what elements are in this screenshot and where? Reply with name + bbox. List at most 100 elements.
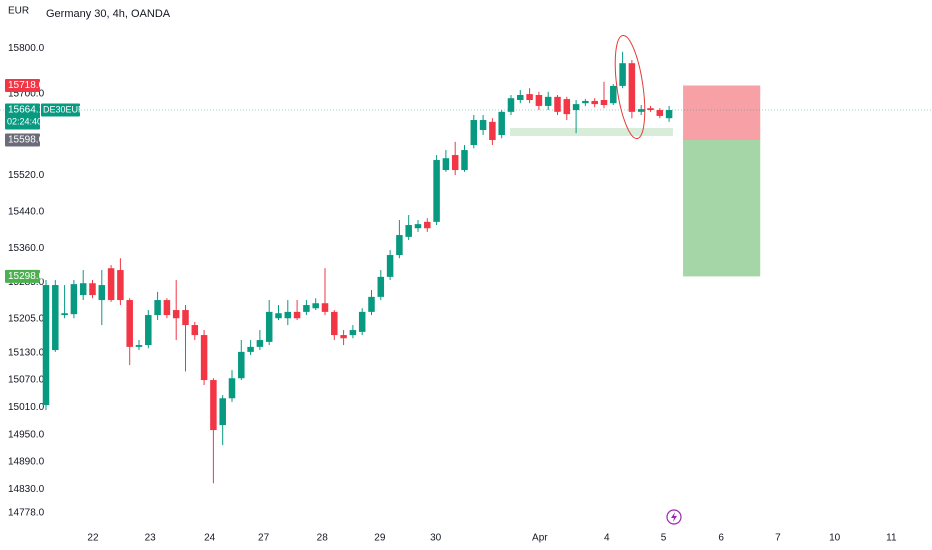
candle-body: [191, 325, 199, 336]
candle-body: [321, 303, 329, 312]
symbol-badge: [41, 103, 80, 117]
candle-body: [665, 110, 673, 119]
price-badge: [5, 133, 40, 147]
candle-body: [145, 315, 152, 346]
y-tick-label: 15130.0: [8, 347, 45, 358]
candle-body: [265, 311, 273, 342]
x-tick-label: 4: [604, 533, 610, 544]
candle-body: [303, 305, 310, 312]
candle-body: [424, 221, 431, 229]
candle-body: [637, 109, 645, 112]
symbol-label: DE30EUR: [43, 104, 85, 114]
event-icon-bolt: [671, 512, 677, 522]
candle-body: [340, 335, 347, 339]
price-badge-label: 15298.0: [8, 271, 45, 282]
candle-body: [312, 303, 319, 309]
y-tick-label: 15440.0: [8, 206, 45, 217]
candle-body: [479, 120, 487, 131]
stop-zone: [683, 85, 761, 141]
x-tick-label: 28: [317, 533, 329, 544]
candle-body: [89, 283, 96, 296]
candle-body: [451, 155, 459, 171]
y-tick-label: 15700.0: [8, 88, 45, 99]
candle-body: [117, 270, 124, 301]
candle-body: [572, 104, 580, 111]
candle-body: [368, 296, 375, 312]
candle-body: [582, 100, 589, 104]
y-tick-label: 15360.0: [8, 243, 45, 254]
x-tick-label: 11: [886, 533, 897, 544]
y-tick-label: 15800.0: [8, 43, 45, 54]
x-tick-label: 5: [661, 533, 667, 544]
candle-body: [284, 311, 292, 319]
y-tick-label: 14830.0: [8, 484, 45, 495]
candle-body: [628, 63, 636, 112]
candle-body: [163, 300, 171, 316]
current-price-label: 15664.1: [8, 105, 45, 116]
candle-body: [79, 283, 87, 296]
x-tick-label: 29: [374, 533, 386, 544]
price-badge: [5, 269, 40, 283]
y-tick-label: 14890.0: [8, 457, 45, 468]
candle-body: [656, 110, 664, 116]
y-tick-label: 14778.0: [8, 507, 45, 518]
candle-body: [563, 99, 571, 115]
candle-body: [544, 96, 552, 106]
candle-body: [377, 276, 385, 297]
candle-body: [600, 100, 608, 106]
candle-body: [489, 121, 496, 141]
x-tick-label: 6: [718, 533, 724, 544]
x-tick-label: 22: [87, 533, 99, 544]
candle-body: [498, 111, 505, 136]
candle-body: [210, 380, 217, 431]
x-tick-label: Apr: [532, 533, 548, 544]
candle-body: [461, 150, 468, 171]
candle-body: [591, 100, 598, 105]
candle-body: [275, 313, 282, 319]
candle-body: [172, 310, 180, 319]
countdown: 02:24:40: [7, 116, 42, 126]
candle-body: [219, 398, 226, 426]
candle-body: [507, 98, 515, 112]
candle-body: [107, 268, 115, 301]
currency: EUR: [8, 6, 29, 17]
candle-body: [526, 94, 533, 101]
candle-body: [70, 284, 78, 315]
candle-body: [331, 311, 338, 336]
candle-body: [610, 85, 617, 104]
candle-body: [647, 108, 654, 111]
current-price-badge: [5, 103, 40, 130]
candle-body: [182, 310, 189, 326]
candle-body: [554, 96, 561, 112]
candle-body: [433, 160, 440, 222]
candle-body: [414, 224, 422, 229]
x-tick-label: 27: [258, 533, 270, 544]
y-tick-label: 15010.0: [8, 402, 45, 413]
price-badge-label: 15598.0: [8, 135, 45, 146]
chart-title: Germany 30, 4h, OANDA: [46, 8, 171, 20]
candle-body: [228, 378, 236, 399]
x-tick-label: 7: [775, 533, 781, 544]
candle-body: [154, 300, 161, 316]
candle-body: [442, 158, 450, 171]
y-tick-label: 15520.0: [8, 170, 45, 181]
candle-body: [358, 311, 366, 332]
price-badge-label: 15718.0: [8, 80, 45, 91]
candle-body: [61, 313, 68, 316]
x-tick-label: 23: [145, 533, 157, 544]
candle-body: [98, 285, 106, 301]
y-tick-label: 15070.0: [8, 375, 45, 386]
price-badge: [5, 78, 40, 92]
candle-body: [52, 285, 59, 351]
candle-body: [256, 340, 264, 347]
candle-body: [405, 225, 412, 237]
candle-body: [135, 345, 143, 347]
candle-body: [619, 63, 626, 86]
candle-body: [349, 330, 357, 336]
candle-body: [470, 120, 478, 146]
support-zone: [510, 128, 673, 136]
candle-body: [42, 285, 50, 406]
candle-body: [293, 311, 301, 319]
candle-body: [238, 351, 245, 379]
